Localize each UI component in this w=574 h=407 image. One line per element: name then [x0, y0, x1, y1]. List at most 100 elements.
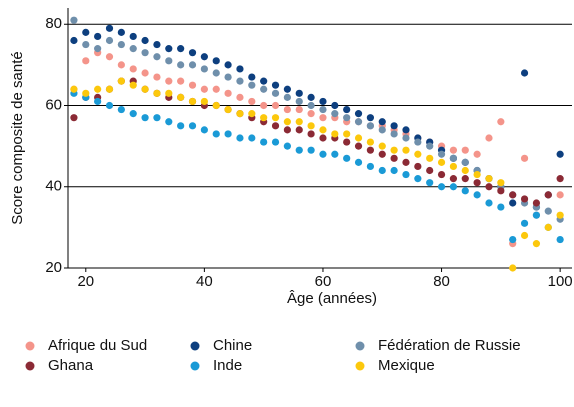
point — [129, 65, 137, 73]
point — [129, 81, 137, 89]
point — [117, 40, 125, 49]
point — [153, 114, 161, 122]
point — [248, 134, 256, 142]
point — [473, 191, 481, 199]
point — [283, 118, 291, 126]
point — [449, 146, 458, 154]
point — [390, 166, 398, 175]
point — [331, 130, 339, 138]
point — [94, 32, 102, 41]
point — [212, 69, 220, 77]
point — [449, 154, 458, 162]
point — [402, 170, 410, 179]
point — [295, 118, 303, 126]
point — [366, 146, 374, 154]
point — [105, 53, 114, 61]
point — [165, 45, 173, 53]
point — [224, 61, 232, 69]
y-tick-label: 40 — [45, 178, 62, 195]
point — [165, 77, 173, 85]
point — [212, 101, 220, 110]
point — [248, 97, 256, 106]
point — [449, 162, 458, 171]
point — [117, 77, 125, 85]
point — [307, 146, 315, 154]
point — [236, 93, 244, 101]
point — [212, 57, 220, 65]
point — [402, 146, 410, 154]
legend-marker — [25, 341, 35, 351]
point — [177, 93, 185, 101]
point — [105, 101, 114, 110]
point — [117, 28, 125, 36]
point — [236, 77, 244, 85]
point — [271, 89, 280, 97]
point — [153, 53, 161, 61]
point — [520, 219, 529, 227]
point — [177, 45, 185, 53]
point — [70, 114, 78, 122]
point — [319, 150, 327, 158]
point — [426, 179, 434, 187]
point — [200, 65, 208, 73]
point — [461, 175, 469, 183]
x-tick-label: 40 — [196, 273, 213, 290]
point — [295, 89, 303, 97]
point — [248, 81, 256, 89]
point — [331, 150, 339, 158]
point — [141, 114, 149, 122]
point — [343, 114, 351, 122]
point — [260, 114, 268, 122]
y-tick-label: 80 — [45, 15, 62, 32]
point — [105, 36, 114, 45]
point — [236, 65, 244, 73]
point — [283, 85, 291, 93]
point — [509, 235, 517, 244]
point — [343, 138, 351, 146]
point — [129, 45, 137, 53]
point — [307, 93, 315, 101]
point — [461, 158, 469, 166]
point — [319, 114, 327, 122]
legend-label: Mexique — [378, 357, 435, 374]
point — [520, 231, 529, 240]
point — [473, 170, 481, 179]
point — [556, 211, 564, 219]
point — [544, 191, 552, 199]
point — [509, 264, 517, 272]
point — [366, 122, 374, 130]
point — [177, 122, 185, 130]
x-tick-label: 20 — [77, 273, 94, 290]
point — [248, 73, 256, 81]
point — [497, 187, 505, 195]
point — [283, 105, 291, 114]
point — [271, 114, 280, 122]
y-axis-label: Score composite de santé — [9, 51, 26, 224]
point — [153, 73, 161, 81]
point — [556, 191, 564, 199]
point — [283, 142, 291, 150]
point — [532, 211, 541, 219]
point — [461, 146, 469, 154]
point — [70, 16, 78, 24]
point — [271, 138, 280, 146]
point — [188, 49, 197, 57]
point — [105, 85, 114, 93]
point — [224, 73, 232, 81]
point — [343, 154, 351, 162]
legend-label: Inde — [213, 357, 242, 374]
point — [165, 57, 173, 65]
point — [497, 179, 505, 187]
point — [414, 150, 422, 158]
point — [295, 97, 303, 106]
point — [390, 154, 398, 162]
point — [426, 154, 434, 162]
point — [153, 89, 161, 97]
point — [556, 150, 564, 158]
legend-label: Chine — [213, 337, 252, 354]
legend-marker — [355, 361, 365, 371]
legend-label: Fédération de Russie — [378, 337, 521, 354]
point — [366, 114, 374, 122]
legend-marker — [355, 341, 365, 351]
point — [236, 134, 244, 142]
